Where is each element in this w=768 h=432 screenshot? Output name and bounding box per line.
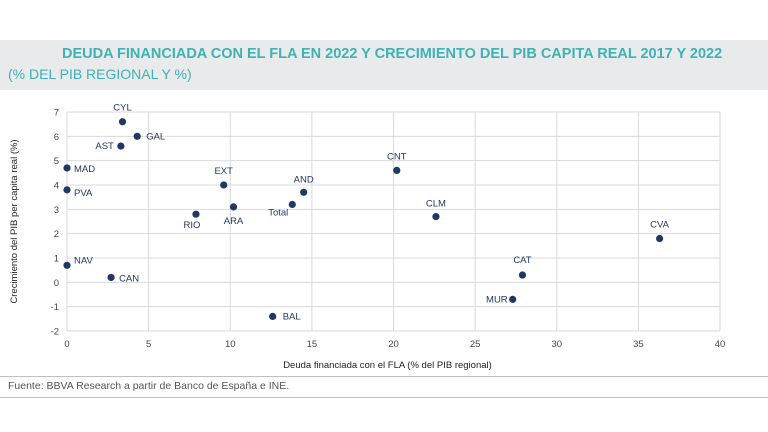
y-tick-label: 1 <box>54 254 59 265</box>
data-point-cnt <box>393 166 401 174</box>
y-tick-label: 2 <box>54 229 59 240</box>
point-label-rio: RIO <box>184 220 201 231</box>
point-label-cat: CAT <box>513 255 531 266</box>
point-label-total: Total <box>268 207 288 218</box>
y-tick-label: 6 <box>54 132 59 143</box>
y-tick-label: 3 <box>54 205 59 216</box>
x-tick-label: 35 <box>633 339 644 350</box>
x-tick-label: 5 <box>146 339 151 350</box>
x-tick-label: 0 <box>64 339 69 350</box>
data-point-ara <box>229 203 238 211</box>
point-label-mur: MUR <box>486 294 508 305</box>
point-label-ext: EXT <box>214 166 233 177</box>
data-point-and <box>300 188 308 196</box>
y-tick-label: 7 <box>54 108 59 119</box>
y-tick-label: -1 <box>51 302 59 313</box>
point-label-and: AND <box>294 174 314 185</box>
chart-title: DEUDA FINANCIADA CON EL FLA EN 2022 Y CR… <box>62 46 723 62</box>
point-label-can: CAN <box>119 273 139 284</box>
data-point-ext <box>220 181 228 189</box>
point-label-ara: ARA <box>224 216 244 227</box>
point-label-gal: GAL <box>146 131 165 142</box>
source-note: Fuente: BBVA Research a partir de Banco … <box>8 380 290 392</box>
point-label-clm: CLM <box>426 199 446 210</box>
data-point-cat <box>518 271 527 279</box>
chart-subtitle: (% DEL PIB REGIONAL Y %) <box>8 66 192 82</box>
y-tick-label: 5 <box>54 156 59 167</box>
data-point-can <box>107 273 115 282</box>
x-tick-labels: 0 5 10 15 20 25 30 35 40 <box>64 339 725 350</box>
data-point-mad <box>63 164 71 172</box>
gridlines <box>66 111 721 332</box>
point-label-pva: PVA <box>74 188 93 199</box>
footer-divider-top <box>0 376 768 377</box>
x-tick-label: 20 <box>388 339 399 350</box>
data-point-ast <box>117 142 125 150</box>
data-point-cva <box>655 234 664 243</box>
y-tick-label: 4 <box>54 181 59 192</box>
data-point-clm <box>432 213 440 221</box>
data-point-total <box>288 200 296 209</box>
x-axis-label: Deuda financiada con el FLA (% del PIB r… <box>283 360 492 371</box>
data-point-gal <box>133 132 141 140</box>
point-label-bal: BAL <box>283 311 301 322</box>
x-tick-label: 15 <box>307 339 318 350</box>
data-point-cyl <box>118 118 127 126</box>
data-point-mur <box>509 295 517 303</box>
point-label-cnt: CNT <box>387 151 407 162</box>
footer-divider-bottom <box>0 397 768 398</box>
data-point-pva <box>63 186 71 194</box>
data-point-nav <box>63 261 71 269</box>
y-axis-label: Crecimiento del PIB per capita real (%) <box>9 139 20 303</box>
point-label-cva: CVA <box>650 220 669 231</box>
y-tick-label: -2 <box>51 327 59 338</box>
y-tick-label: 0 <box>54 278 59 289</box>
data-point-rio <box>192 210 200 218</box>
x-tick-label: 25 <box>470 339 481 350</box>
point-label-nav: NAV <box>74 255 93 266</box>
x-tick-label: 10 <box>225 339 236 350</box>
title-banner <box>0 40 768 90</box>
point-label-mad: MAD <box>74 164 95 175</box>
point-label-ast: AST <box>95 141 114 152</box>
x-tick-label: 30 <box>551 339 562 350</box>
point-label-cyl: CYL <box>113 103 131 114</box>
point-labels: CYL GAL AST MAD PVA EXT AND Total ARA RIO CNT CLM CV… <box>74 103 670 323</box>
data-points <box>63 118 664 320</box>
x-tick-label: 40 <box>715 339 726 350</box>
data-point-bal <box>269 312 277 320</box>
y-tick-labels: -2 -1 0 1 2 3 4 5 6 7 <box>51 108 59 338</box>
